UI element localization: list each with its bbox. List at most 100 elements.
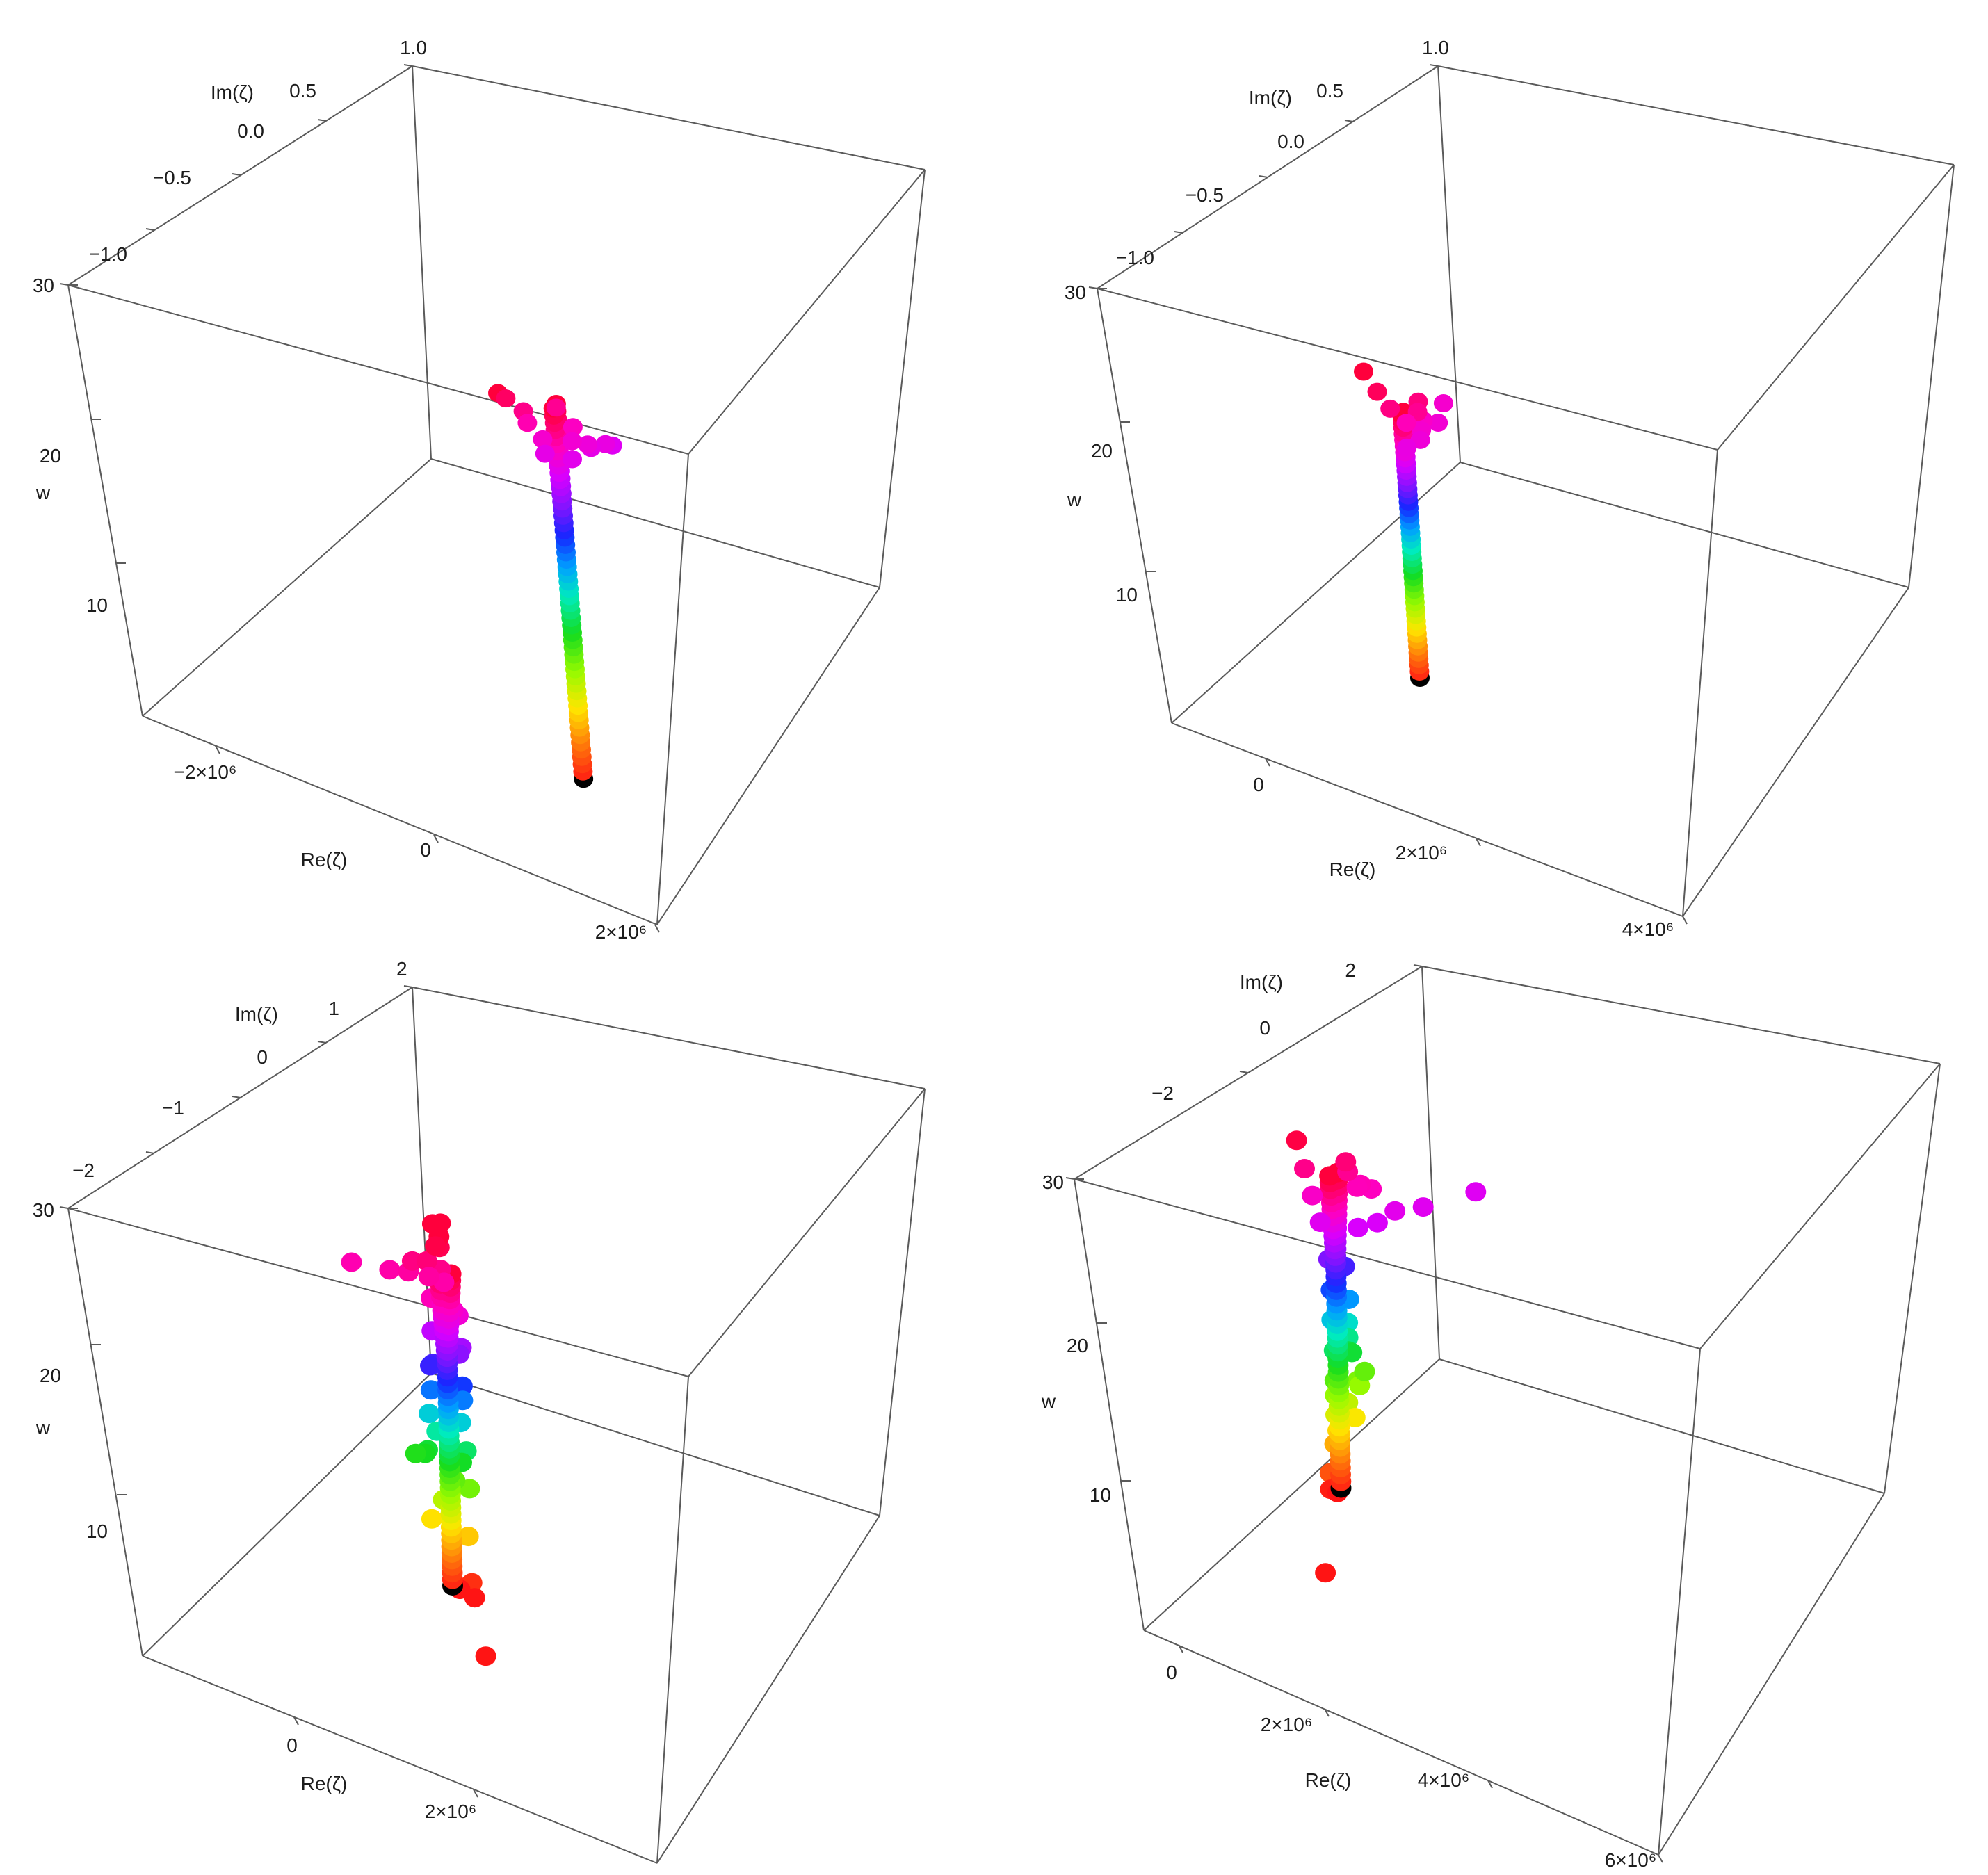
panel-bottom-right-xticks: 0 2×10⁶ 4×10⁶ 6×10⁶ Re(ζ) bbox=[1166, 1644, 1663, 1871]
panel-bottom-left-yticks: 2 1 0 −1 −2 Im(ζ) bbox=[59, 958, 413, 1209]
panel-top-left-xtick-label: 2×10⁶ bbox=[595, 921, 647, 943]
panel-top-right-xtick-label: 0 bbox=[1253, 774, 1264, 795]
data-point bbox=[416, 1251, 437, 1271]
panel-bottom-right-box bbox=[1074, 966, 1941, 1856]
data-point bbox=[1344, 1408, 1366, 1427]
data-point bbox=[1367, 382, 1387, 401]
panel-bottom-right-xtick-label: 4×10⁶ bbox=[1418, 1769, 1470, 1791]
data-point bbox=[475, 1646, 496, 1666]
data-point bbox=[563, 418, 583, 437]
panel-top-left-ytick-label: 1.0 bbox=[400, 37, 427, 58]
panel-bottom-right: 2 0 −2 Im(ζ) 30 20 10 w 0 2×10⁶ 4×10⁶ 6×… bbox=[1041, 959, 1941, 1871]
panel-bottom-left-ztick-label: 20 bbox=[40, 1365, 61, 1386]
panel-top-left-zticks: 30 20 10 w bbox=[33, 275, 126, 616]
panel-bottom-left-ztick-label: 10 bbox=[86, 1520, 108, 1542]
data-point bbox=[1319, 1166, 1341, 1186]
panel-bottom-left-xlabel: Re(ζ) bbox=[301, 1773, 348, 1794]
panel-top-left-zlabel: w bbox=[35, 482, 51, 503]
data-point bbox=[1366, 1212, 1388, 1233]
panel-bottom-left: 2 1 0 −1 −2 Im(ζ) 30 20 10 w 0 2×10⁶ Re(… bbox=[33, 958, 926, 1864]
panel-top-left-ytick-label: −1.0 bbox=[89, 243, 127, 265]
panel-bottom-right-ztick-label: 30 bbox=[1042, 1171, 1064, 1193]
panel-bottom-left-xtick-label: 2×10⁶ bbox=[425, 1801, 477, 1822]
data-point bbox=[1412, 1197, 1434, 1217]
data-point bbox=[405, 1443, 426, 1463]
panel-bottom-right-zlabel: w bbox=[1041, 1390, 1056, 1412]
panel-bottom-right-ylabel: Im(ζ) bbox=[1240, 971, 1283, 993]
data-point bbox=[1397, 438, 1417, 457]
data-point bbox=[418, 1267, 439, 1287]
data-point bbox=[401, 1251, 423, 1271]
panel-bottom-right-xtick-label: 2×10⁶ bbox=[1261, 1714, 1313, 1735]
panel-top-right-ytick-label: 0.5 bbox=[1316, 80, 1343, 102]
panel-top-right-ytick-label: −0.5 bbox=[1186, 184, 1224, 206]
panel-top-left-ytick-label: 0.0 bbox=[237, 120, 264, 142]
data-point bbox=[1294, 1159, 1315, 1178]
data-point bbox=[419, 1404, 440, 1424]
panel-top-left-xticks: −2×10⁶ 0 2×10⁶ Re(ζ) bbox=[174, 745, 660, 943]
panel-bottom-right-zticks: 30 20 10 w bbox=[1041, 1171, 1131, 1506]
panel-top-left-xtick-label: 0 bbox=[420, 839, 431, 861]
data-point bbox=[1396, 414, 1416, 432]
panel-bottom-left-box bbox=[67, 987, 926, 1864]
panel-top-left: 1.0 0.5 0.0 −0.5 −1.0 Im(ζ) 30 20 10 w −… bbox=[33, 37, 926, 943]
panel-top-right-xlabel: Re(ζ) bbox=[1330, 859, 1376, 880]
data-point bbox=[1433, 394, 1453, 412]
panel-top-right: 1.0 0.5 0.0 −0.5 −1.0 Im(ζ) 30 20 10 w 0… bbox=[1065, 37, 1955, 940]
panel-top-right-xtick-label: 4×10⁶ bbox=[1622, 918, 1674, 940]
panel-bottom-left-points bbox=[341, 1213, 496, 1666]
panel-bottom-left-xticks: 0 2×10⁶ Re(ζ) bbox=[286, 1716, 478, 1822]
panel-bottom-right-ztick-label: 10 bbox=[1090, 1484, 1111, 1506]
panel-top-left-ytick-label: 0.5 bbox=[289, 80, 316, 102]
data-point bbox=[1354, 362, 1373, 381]
data-point bbox=[535, 444, 555, 463]
data-point bbox=[425, 1236, 446, 1256]
panel-bottom-right-xlabel: Re(ζ) bbox=[1305, 1769, 1352, 1791]
panel-bottom-left-zticks: 30 20 10 w bbox=[33, 1199, 127, 1542]
data-point bbox=[1348, 1217, 1368, 1237]
panel-top-right-points bbox=[1354, 362, 1453, 687]
data-point bbox=[421, 1509, 442, 1529]
panel-top-right-zticks: 30 20 10 w bbox=[1065, 282, 1156, 606]
panel-top-right-xtick-label: 2×10⁶ bbox=[1396, 842, 1448, 863]
data-point bbox=[420, 1380, 442, 1400]
panel-top-right-zlabel: w bbox=[1067, 489, 1082, 510]
data-point bbox=[379, 1260, 401, 1280]
panel-top-left-points bbox=[488, 384, 622, 788]
panel-bottom-left-zlabel: w bbox=[35, 1417, 51, 1438]
panel-top-right-box bbox=[1097, 65, 1955, 917]
panel-bottom-left-ytick-label: −2 bbox=[72, 1160, 95, 1181]
data-point bbox=[1309, 1212, 1331, 1233]
data-point bbox=[1335, 1152, 1357, 1172]
panel-top-right-ytick-label: 1.0 bbox=[1422, 37, 1449, 58]
panel-bottom-right-points bbox=[1286, 1130, 1487, 1583]
panel-bottom-left-ytick-label: 0 bbox=[257, 1046, 268, 1068]
data-point bbox=[341, 1252, 362, 1272]
panel-bottom-right-ytick-label: 2 bbox=[1345, 959, 1356, 981]
panel-bottom-right-ztick-label: 20 bbox=[1067, 1335, 1088, 1356]
panel-top-right-ztick-label: 10 bbox=[1116, 584, 1138, 606]
panel-top-left-ylabel: Im(ζ) bbox=[211, 81, 254, 103]
panel-bottom-right-ytick-label: −2 bbox=[1151, 1082, 1174, 1104]
panel-top-right-ylabel: Im(ζ) bbox=[1249, 87, 1292, 108]
panel-bottom-right-ytick-label: 0 bbox=[1259, 1017, 1270, 1039]
data-point bbox=[1286, 1130, 1307, 1151]
panel-top-right-ytick-label: −1.0 bbox=[1116, 247, 1154, 268]
data-point bbox=[1346, 1177, 1368, 1197]
panel-top-right-xticks: 0 2×10⁶ 4×10⁶ Re(ζ) bbox=[1253, 758, 1688, 940]
data-point bbox=[420, 1356, 441, 1376]
panel-bottom-left-ylabel: Im(ζ) bbox=[235, 1003, 278, 1025]
panel-bottom-right-yticks: 2 0 −2 Im(ζ) bbox=[1065, 959, 1423, 1180]
data-point bbox=[578, 435, 598, 454]
panel-top-left-xtick-label: −2×10⁶ bbox=[174, 761, 237, 783]
panel-top-left-xlabel: Re(ζ) bbox=[301, 849, 348, 870]
data-point bbox=[1302, 1185, 1323, 1206]
data-point bbox=[563, 450, 582, 469]
panel-bottom-left-ztick-label: 30 bbox=[33, 1199, 54, 1221]
panel-top-left-yticks: 1.0 0.5 0.0 −0.5 −1.0 Im(ζ) bbox=[59, 37, 427, 286]
panel-top-right-ytick-label: 0.0 bbox=[1277, 131, 1304, 152]
data-point bbox=[546, 398, 566, 417]
panel-top-right-ztick-label: 20 bbox=[1091, 440, 1113, 462]
data-point bbox=[458, 1527, 479, 1547]
